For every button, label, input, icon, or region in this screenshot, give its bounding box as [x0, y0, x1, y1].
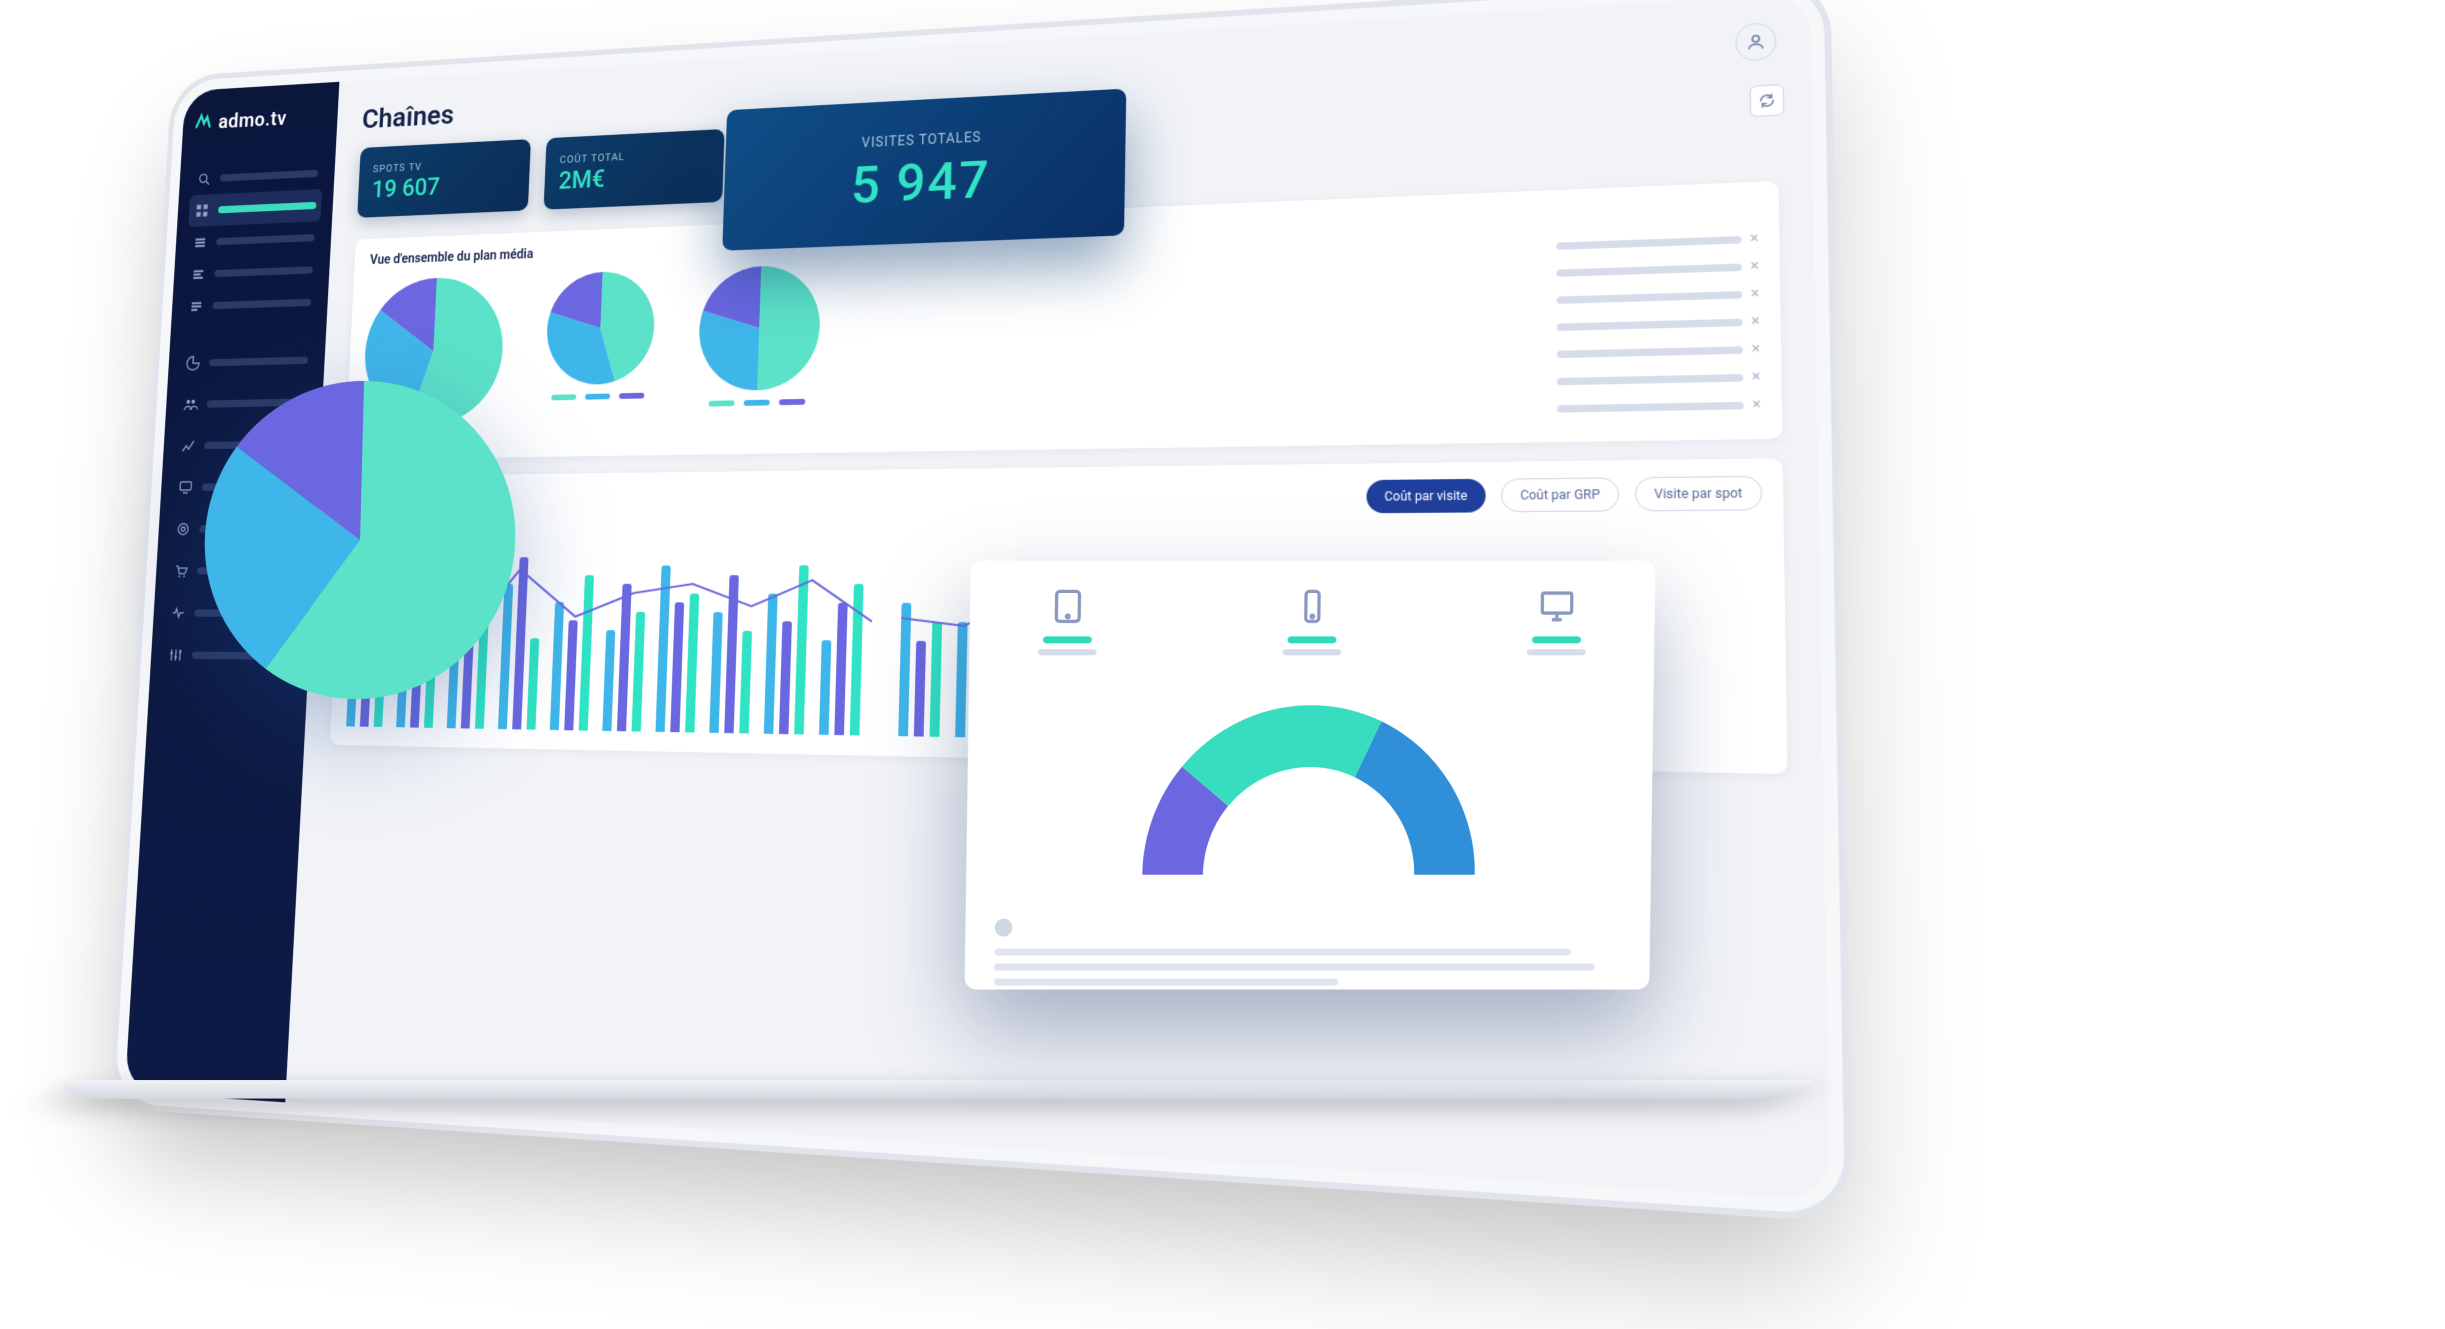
- monitor-icon: [177, 478, 194, 496]
- refresh-icon: [1758, 92, 1777, 110]
- kpi-card: SPOTS TV19 607: [357, 139, 531, 218]
- search-icon: [195, 170, 212, 188]
- compare-tabs: Coût par visite Coût par GRP Visite par sp…: [1366, 476, 1762, 513]
- cart-icon: [172, 562, 189, 580]
- pie-icon: [184, 354, 201, 372]
- sidebar-item-stack1[interactable]: [186, 221, 320, 259]
- tab-co-t-par-visite[interactable]: Coût par visite: [1366, 479, 1486, 514]
- stack3-icon: [188, 297, 205, 315]
- tab-co-t-par-grp[interactable]: Coût par GRP: [1501, 477, 1619, 512]
- filter-row[interactable]: ×: [1557, 313, 1760, 335]
- user-icon: [1745, 32, 1766, 52]
- device-desktop: [1527, 586, 1587, 655]
- close-icon[interactable]: ×: [1751, 341, 1760, 358]
- stack1-icon: [192, 233, 209, 251]
- hero-pie-chart: [201, 381, 520, 703]
- people-icon: [182, 395, 199, 413]
- filter-row[interactable]: ×: [1557, 368, 1761, 389]
- device-tablet: [1038, 586, 1098, 655]
- kpi-featured: VISITES TOTALES 5 947: [722, 89, 1126, 251]
- close-icon[interactable]: ×: [1750, 230, 1759, 247]
- kpi-featured-label: VISITES TOTALES: [861, 130, 981, 151]
- grid-icon: [193, 201, 210, 219]
- growth-icon: [179, 437, 196, 455]
- sidebar-item-pie[interactable]: [179, 344, 314, 380]
- filter-row[interactable]: ×: [1557, 341, 1761, 363]
- page-title: Chaînes: [361, 99, 454, 135]
- filter-row[interactable]: ×: [1557, 285, 1760, 308]
- filter-row[interactable]: ×: [1556, 230, 1758, 254]
- close-icon[interactable]: ×: [1751, 285, 1760, 302]
- device-phone: [1282, 586, 1342, 655]
- stack2-icon: [190, 265, 207, 283]
- device-gauge-card: [965, 561, 1656, 990]
- laptop-keyboard-edge: [53, 1080, 1813, 1099]
- brand-logo: admo.tv: [194, 104, 327, 136]
- user-menu-button[interactable]: [1735, 22, 1776, 62]
- close-icon[interactable]: ×: [1751, 313, 1760, 330]
- kpi-featured-value: 5 947: [850, 154, 991, 212]
- tablet-icon: [1048, 586, 1088, 630]
- overview-pie-2: [697, 264, 822, 407]
- kpi-value: 2M€: [558, 162, 709, 193]
- tab-visite-par-spot[interactable]: Visite par spot: [1635, 476, 1763, 512]
- sidebar-label-placeholder: [209, 357, 308, 367]
- sidebar-label-placeholder: [220, 170, 318, 182]
- card-text-placeholder: [994, 919, 1621, 986]
- brand-name: admo.tv: [218, 107, 287, 133]
- desktop-icon: [1537, 586, 1577, 630]
- kpi-value: 19 607: [371, 171, 515, 201]
- phone-icon: [1293, 586, 1333, 630]
- kpi-card: COÛT TOTAL2M€: [544, 129, 725, 210]
- target-icon: [175, 520, 192, 538]
- pulse-icon: [170, 604, 187, 622]
- filter-row[interactable]: ×: [1556, 258, 1759, 281]
- sidebar-item-stack2[interactable]: [184, 254, 318, 291]
- sidebar-label-placeholder: [216, 234, 315, 245]
- logo-mark-icon: [194, 110, 213, 135]
- sidebar-label-placeholder: [212, 299, 311, 309]
- overview-pie-1: [544, 270, 656, 400]
- close-icon[interactable]: ×: [1752, 396, 1761, 413]
- close-icon[interactable]: ×: [1752, 368, 1761, 385]
- sidebar-item-stack3[interactable]: [183, 286, 317, 323]
- refresh-button[interactable]: [1750, 84, 1785, 117]
- overview-filters: × × × × × × ×: [1556, 230, 1761, 417]
- sliders-icon: [167, 646, 184, 665]
- filter-row[interactable]: ×: [1557, 396, 1761, 417]
- close-icon[interactable]: ×: [1750, 258, 1759, 275]
- sidebar-label-placeholder: [218, 202, 317, 214]
- sidebar-label-placeholder: [214, 266, 313, 277]
